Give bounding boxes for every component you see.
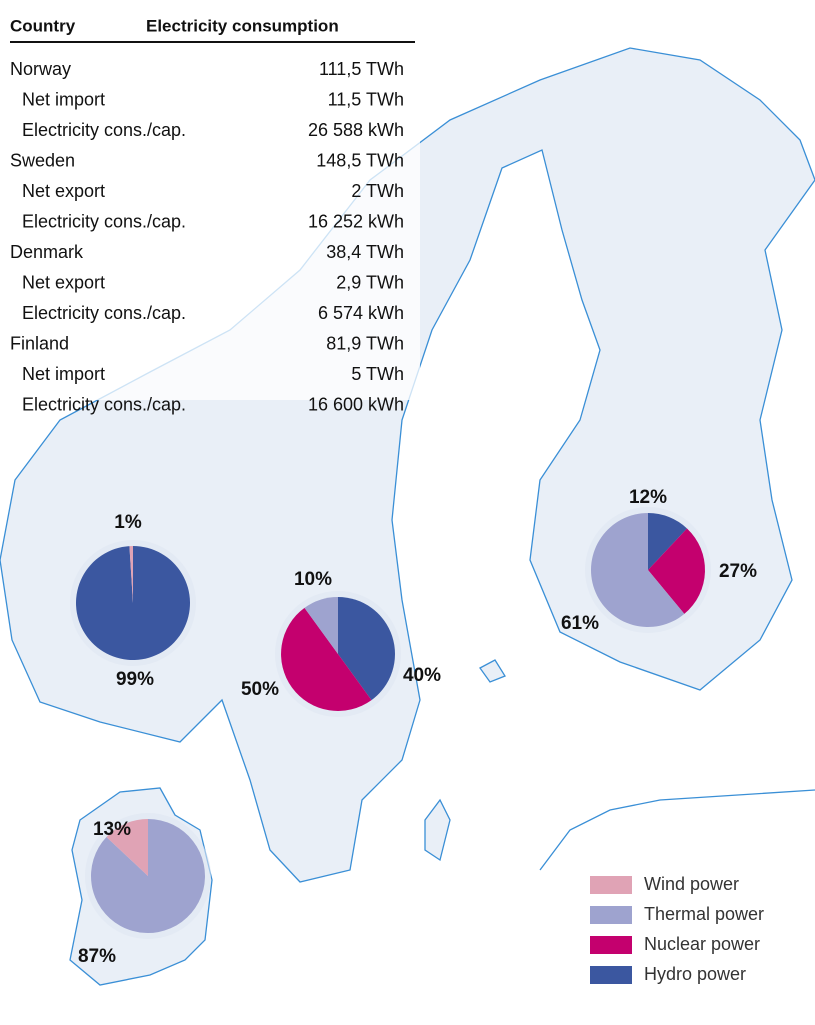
aland	[479, 659, 506, 683]
pie-label: 10%	[294, 569, 332, 590]
detail-label: Net import	[22, 89, 105, 109]
pie-label: 27%	[719, 561, 757, 582]
legend-swatch	[590, 876, 632, 894]
detail-value: 16 252 kWh	[308, 211, 404, 231]
country-name: Sweden	[10, 150, 75, 170]
country-value: 38,4 TWh	[326, 242, 404, 262]
legend-swatch	[590, 906, 632, 924]
detail-label: Electricity cons./cap.	[22, 211, 186, 231]
table-header: Country	[10, 16, 76, 35]
legend-label: Wind power	[644, 874, 739, 894]
detail-label: Electricity cons./cap.	[22, 394, 186, 414]
country-value: 81,9 TWh	[326, 333, 404, 353]
detail-value: 5 TWh	[351, 364, 404, 384]
scandinavia	[0, 47, 815, 883]
detail-value: 2 TWh	[351, 181, 404, 201]
detail-label: Net export	[22, 272, 105, 292]
pie-slice	[281, 607, 372, 711]
pie-label: 13%	[93, 819, 131, 840]
pie-slice	[338, 597, 395, 701]
detail-label: Electricity cons./cap.	[22, 303, 186, 323]
detail-value: 26 588 kWh	[308, 120, 404, 140]
legend-label: Hydro power	[644, 964, 746, 984]
legend-swatch	[590, 936, 632, 954]
pie-label: 50%	[241, 679, 279, 700]
country-name: Norway	[10, 59, 71, 79]
country-name: Finland	[10, 333, 69, 353]
detail-label: Net export	[22, 181, 105, 201]
pie-slice	[304, 597, 338, 654]
pie-slice	[648, 528, 705, 614]
pie-slice	[106, 819, 148, 876]
detail-label: Electricity cons./cap.	[22, 120, 186, 140]
pie-slice	[76, 546, 191, 660]
pie-label: 40%	[403, 665, 441, 686]
table-header: Electricity consumption	[146, 16, 339, 35]
country-value: 148,5 TWh	[316, 150, 404, 170]
pie-label: 61%	[561, 613, 599, 634]
pie-slice	[129, 546, 133, 603]
detail-value: 2,9 TWh	[336, 272, 404, 292]
detail-label: Net import	[22, 364, 105, 384]
pie-label: 87%	[78, 946, 116, 967]
detail-value: 6 574 kWh	[318, 303, 404, 323]
legend-swatch	[590, 966, 632, 984]
country-name: Denmark	[10, 242, 84, 262]
pie-label: 1%	[114, 512, 142, 533]
gotland	[424, 798, 451, 862]
pie-label: 99%	[116, 669, 154, 690]
country-value: 111,5 TWh	[319, 59, 404, 79]
detail-value: 11,5 TWh	[328, 89, 404, 109]
legend-label: Thermal power	[644, 904, 764, 924]
coastline	[539, 789, 815, 871]
pie-label: 12%	[629, 487, 667, 508]
pie-slice	[648, 513, 688, 570]
legend-label: Nuclear power	[644, 934, 760, 954]
table-backdrop	[0, 0, 420, 400]
detail-value: 16 600 kWh	[308, 394, 404, 414]
pie-slice	[591, 513, 685, 627]
